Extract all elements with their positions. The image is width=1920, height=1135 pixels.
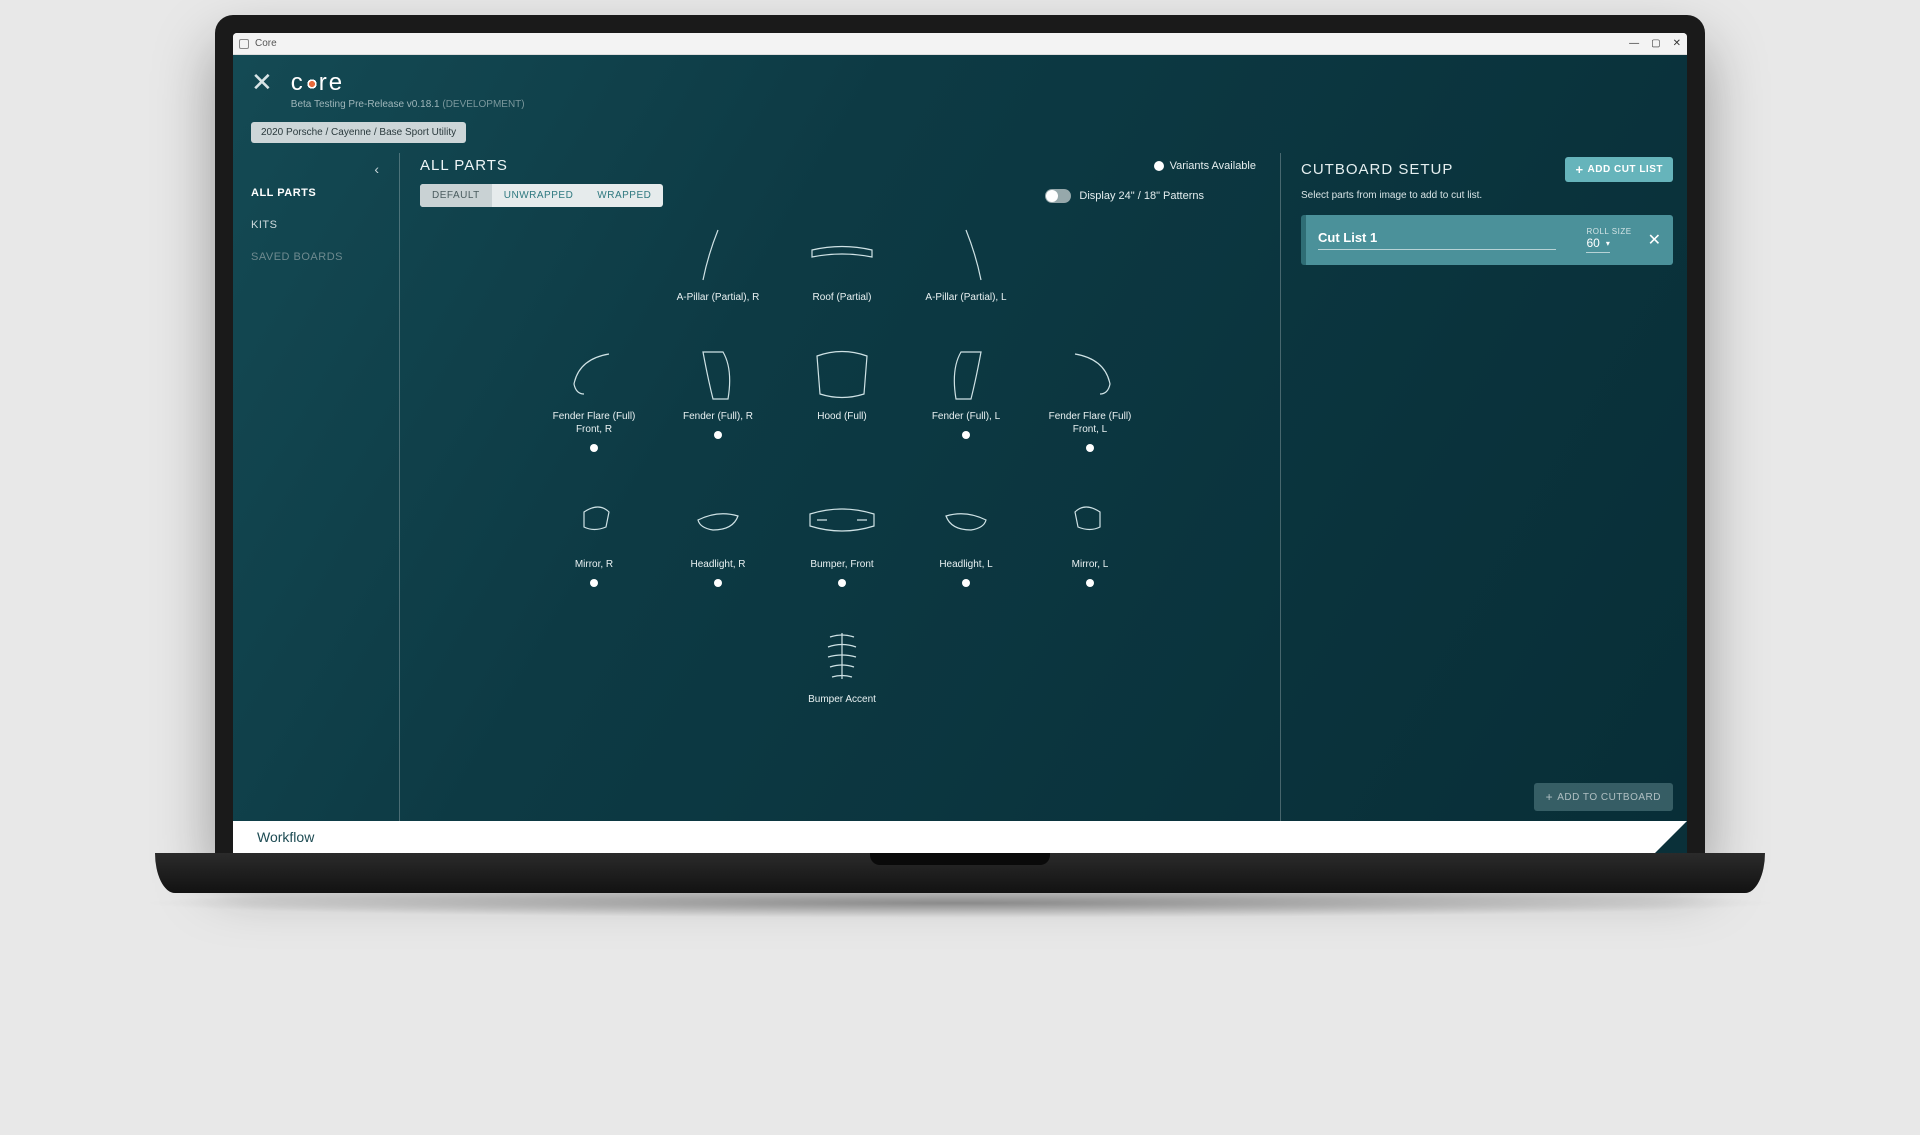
app-window-icon bbox=[239, 39, 249, 49]
window-minimize-button[interactable]: — bbox=[1629, 38, 1639, 49]
variants-legend-label: Variants Available bbox=[1170, 160, 1256, 172]
os-titlebar: Core — ▢ ✕ bbox=[233, 33, 1687, 55]
cutboard-subtitle: Select parts from image to add to cut li… bbox=[1301, 190, 1673, 201]
part-shape-icon bbox=[678, 225, 758, 285]
workflow-label: Workflow bbox=[257, 829, 314, 845]
part-label: Fender (Full), L bbox=[932, 410, 1000, 423]
parts-scroll-area[interactable]: A-Pillar (Partial), R Roof (Partial) A-Pil… bbox=[420, 207, 1264, 821]
part-tile[interactable]: Fender (Full), L bbox=[911, 344, 1021, 452]
parts-panel-title: ALL PARTS bbox=[420, 157, 508, 174]
pattern-switch-icon[interactable] bbox=[1045, 189, 1071, 203]
logo-accent-icon bbox=[306, 78, 318, 90]
variants-legend: Variants Available bbox=[1154, 160, 1256, 172]
sidebar-collapse-button[interactable]: ‹ bbox=[233, 161, 393, 177]
part-tile[interactable]: Bumper, Front bbox=[787, 492, 897, 587]
part-shape-icon bbox=[554, 492, 634, 552]
part-tile[interactable]: Headlight, R bbox=[663, 492, 773, 587]
cut-list-card[interactable]: Cut List 1 ROLL SIZE 60 ▾ ✕ bbox=[1301, 215, 1673, 265]
variant-dot-icon bbox=[1154, 161, 1164, 171]
add-cut-list-button[interactable]: + ADD CUT LIST bbox=[1565, 157, 1673, 182]
variant-indicator-icon bbox=[590, 579, 598, 587]
variant-indicator-icon bbox=[714, 579, 722, 587]
cut-list-name-input[interactable]: Cut List 1 bbox=[1318, 230, 1556, 250]
sidebar-item[interactable]: KITS bbox=[233, 209, 393, 241]
divider bbox=[399, 153, 400, 821]
workflow-footer[interactable]: Workflow bbox=[233, 821, 1687, 853]
part-tile[interactable]: Roof (Partial) bbox=[787, 225, 897, 304]
window-title: Core bbox=[255, 38, 277, 49]
part-tile[interactable]: Bumper Accent bbox=[787, 627, 897, 706]
part-tile[interactable]: Fender (Full), R bbox=[663, 344, 773, 452]
sidebar-item[interactable]: SAVED BOARDS bbox=[233, 241, 393, 273]
variant-indicator-icon bbox=[962, 579, 970, 587]
part-label: Mirror, R bbox=[575, 558, 613, 571]
variant-indicator-icon bbox=[714, 431, 722, 439]
part-shape-icon bbox=[926, 492, 1006, 552]
cutboard-panel: CUTBOARD SETUP + ADD CUT LIST Select par… bbox=[1287, 153, 1687, 821]
variant-indicator-icon bbox=[962, 431, 970, 439]
part-tile[interactable]: A-Pillar (Partial), R bbox=[663, 225, 773, 304]
part-shape-icon bbox=[802, 492, 882, 552]
cutboard-title: CUTBOARD SETUP bbox=[1301, 161, 1453, 178]
segment-tab[interactable]: UNWRAPPED bbox=[492, 184, 586, 207]
variant-indicator-icon bbox=[1086, 579, 1094, 587]
part-shape-icon bbox=[926, 344, 1006, 404]
part-shape-icon bbox=[802, 344, 882, 404]
parts-panel: ALL PARTS Variants Available DEFAULTUNWR… bbox=[406, 153, 1274, 821]
part-shape-icon bbox=[802, 627, 882, 687]
part-label: Roof (Partial) bbox=[813, 291, 872, 304]
brand-block: cre Beta Testing Pre-Release v0.18.1 (DE… bbox=[291, 69, 525, 110]
pattern-toggle-label: Display 24" / 18" Patterns bbox=[1079, 190, 1204, 202]
part-shape-icon bbox=[1050, 344, 1130, 404]
app-close-icon[interactable]: ✕ bbox=[251, 69, 273, 95]
part-label: Fender Flare (Full) Front, L bbox=[1035, 410, 1145, 436]
part-label: Headlight, L bbox=[939, 558, 992, 571]
part-tile[interactable]: Headlight, L bbox=[911, 492, 1021, 587]
part-shape-icon bbox=[678, 492, 758, 552]
pattern-toggle[interactable]: Display 24" / 18" Patterns bbox=[1045, 189, 1204, 203]
part-label: A-Pillar (Partial), R bbox=[677, 291, 760, 304]
plus-icon: + bbox=[1546, 790, 1554, 804]
segment-tab[interactable]: DEFAULT bbox=[420, 184, 492, 207]
part-tile[interactable]: Hood (Full) bbox=[787, 344, 897, 452]
remove-cut-list-button[interactable]: ✕ bbox=[1648, 230, 1661, 250]
part-shape-icon bbox=[678, 344, 758, 404]
part-tile[interactable]: Fender Flare (Full) Front, R bbox=[539, 344, 649, 452]
part-label: Headlight, R bbox=[690, 558, 745, 571]
variant-indicator-icon bbox=[838, 579, 846, 587]
segment-tab[interactable]: WRAPPED bbox=[585, 184, 663, 207]
part-tile[interactable]: Fender Flare (Full) Front, L bbox=[1035, 344, 1145, 452]
sidebar: ‹ ALL PARTSKITSSAVED BOARDS bbox=[233, 153, 393, 821]
part-shape-icon bbox=[554, 344, 634, 404]
window-maximize-button[interactable]: ▢ bbox=[1651, 38, 1660, 49]
part-label: Bumper Accent bbox=[808, 693, 876, 706]
part-tile[interactable]: A-Pillar (Partial), L bbox=[911, 225, 1021, 304]
variant-indicator-icon bbox=[1086, 444, 1094, 452]
roll-size-select[interactable]: 60 ▾ bbox=[1586, 236, 1609, 253]
view-segment-control: DEFAULTUNWRAPPEDWRAPPED bbox=[420, 184, 663, 207]
roll-size-label: ROLL SIZE bbox=[1586, 227, 1631, 236]
chevron-down-icon: ▾ bbox=[1606, 239, 1610, 248]
part-label: A-Pillar (Partial), L bbox=[925, 291, 1006, 304]
app-subtitle: Beta Testing Pre-Release v0.18.1 (DEVELO… bbox=[291, 99, 525, 110]
part-label: Fender Flare (Full) Front, R bbox=[539, 410, 649, 436]
part-label: Bumper, Front bbox=[810, 558, 873, 571]
divider bbox=[1280, 153, 1281, 821]
part-tile[interactable]: Mirror, R bbox=[539, 492, 649, 587]
part-shape-icon bbox=[926, 225, 1006, 285]
breadcrumb[interactable]: 2020 Porsche / Cayenne / Base Sport Util… bbox=[251, 122, 466, 143]
part-tile[interactable]: Mirror, L bbox=[1035, 492, 1145, 587]
plus-icon: + bbox=[1575, 163, 1583, 176]
part-shape-icon bbox=[1050, 492, 1130, 552]
part-label: Fender (Full), R bbox=[683, 410, 753, 423]
part-label: Mirror, L bbox=[1072, 558, 1109, 571]
variant-indicator-icon bbox=[590, 444, 598, 452]
add-to-cutboard-button[interactable]: + ADD TO CUTBOARD bbox=[1534, 783, 1673, 811]
part-shape-icon bbox=[802, 225, 882, 285]
app-logo: cre bbox=[291, 69, 525, 97]
window-close-button[interactable]: ✕ bbox=[1673, 38, 1681, 49]
sidebar-item[interactable]: ALL PARTS bbox=[233, 177, 393, 209]
part-label: Hood (Full) bbox=[817, 410, 866, 423]
